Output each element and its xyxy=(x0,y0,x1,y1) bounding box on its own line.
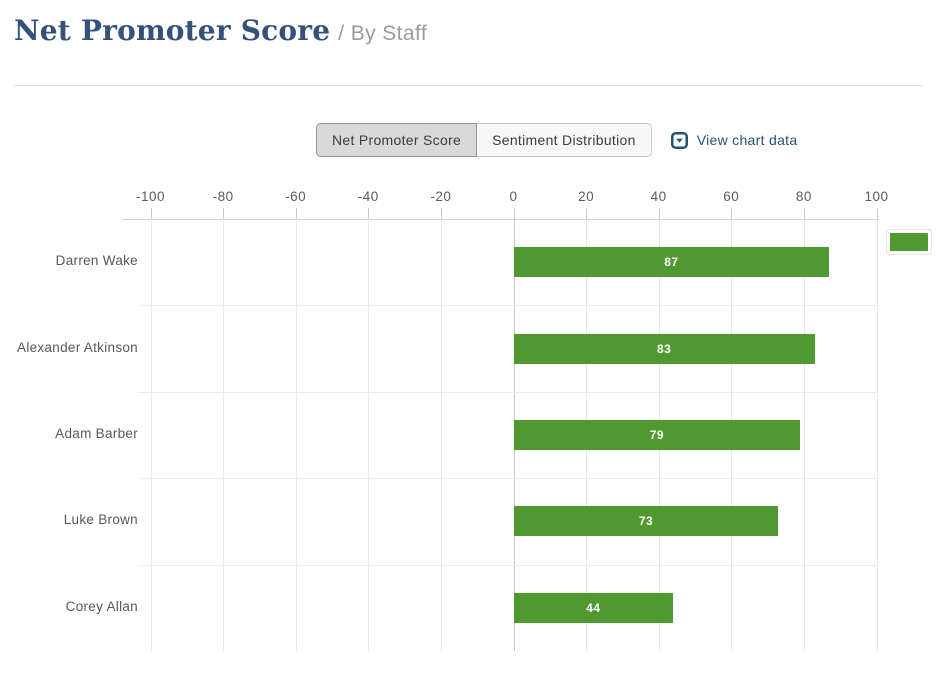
chart-view-toggle: Net Promoter Score Sentiment Distributio… xyxy=(316,123,652,157)
x-axis-tick-mark xyxy=(150,208,152,229)
x-axis-tick-mark xyxy=(731,208,733,229)
x-axis-tick-mark xyxy=(803,208,805,229)
x-axis-tick-label: 60 xyxy=(723,189,740,204)
row-label: Luke Brown xyxy=(63,512,138,528)
gridline xyxy=(803,219,805,651)
gridline xyxy=(150,219,152,651)
x-axis-tick-label: -60 xyxy=(285,189,307,204)
row-separator xyxy=(138,564,877,566)
x-axis-tick-mark xyxy=(295,208,297,229)
x-axis-tick-mark xyxy=(876,208,878,229)
gridline xyxy=(223,219,225,651)
page-subtitle: / By Staff xyxy=(338,22,428,45)
bar: 73 xyxy=(513,506,779,537)
page-title: Net Promoter Score xyxy=(14,14,331,47)
x-axis-tick-mark xyxy=(440,208,442,229)
x-axis-tick-label: 80 xyxy=(795,189,812,204)
x-axis-tick-mark xyxy=(586,208,588,229)
bar-value-label: 73 xyxy=(638,514,654,529)
tab-sentiment-distribution[interactable]: Sentiment Distribution xyxy=(477,123,652,157)
x-axis-tick-mark xyxy=(223,208,225,229)
gridline xyxy=(876,219,878,651)
x-axis-tick-label: 20 xyxy=(578,189,595,204)
x-axis-tick-label: 40 xyxy=(650,189,667,204)
header-divider xyxy=(14,85,923,86)
row-label: Alexander Atkinson xyxy=(17,339,138,355)
x-axis-tick-label: -20 xyxy=(430,189,452,204)
row-separator xyxy=(138,305,877,307)
bar: 44 xyxy=(513,592,674,623)
boxed-caret-down-icon xyxy=(670,131,688,149)
chart-controls: Net Promoter Score Sentiment Distributio… xyxy=(316,123,797,157)
bar-value-label: 79 xyxy=(649,428,665,442)
x-axis-tick-mark xyxy=(368,208,370,229)
row-label: Corey Allan xyxy=(65,598,138,614)
bar-value-label: 44 xyxy=(586,600,601,615)
x-axis-line xyxy=(122,219,879,220)
gridline xyxy=(440,219,442,651)
x-axis-tick-label: -100 xyxy=(135,189,166,204)
view-chart-data-link[interactable]: View chart data xyxy=(670,131,798,149)
page-header: Net Promoter Score / By Staff xyxy=(14,14,427,47)
x-axis-tick-label: 0 xyxy=(509,189,518,204)
bar-value-label: 83 xyxy=(656,341,672,356)
x-axis-tick-label: -80 xyxy=(212,189,234,204)
bar: 87 xyxy=(513,247,830,278)
tab-net-promoter-score[interactable]: Net Promoter Score xyxy=(316,123,478,157)
x-axis-tick-label: -40 xyxy=(357,189,379,204)
bar-value-label: 87 xyxy=(664,255,679,270)
row-label: Darren Wake xyxy=(55,253,138,269)
x-axis-tick-mark xyxy=(658,208,660,229)
row-label: Adam Barber xyxy=(55,426,138,441)
bar: 79 xyxy=(513,420,801,450)
bar: 83 xyxy=(513,333,815,364)
row-separator xyxy=(138,391,877,393)
nps-bar-chart: -100 -80 -60 -40 -20 0 20 40 60 80 100 Darren Wake 8… xyxy=(0,180,937,699)
view-chart-data-label: View chart data xyxy=(696,132,798,148)
row-separator xyxy=(138,478,877,480)
x-axis-tick-mark xyxy=(513,208,515,229)
gridline xyxy=(368,219,370,651)
x-axis-tick-label: 100 xyxy=(864,189,889,204)
legend-swatch[interactable] xyxy=(890,233,928,251)
gridline xyxy=(295,219,297,651)
